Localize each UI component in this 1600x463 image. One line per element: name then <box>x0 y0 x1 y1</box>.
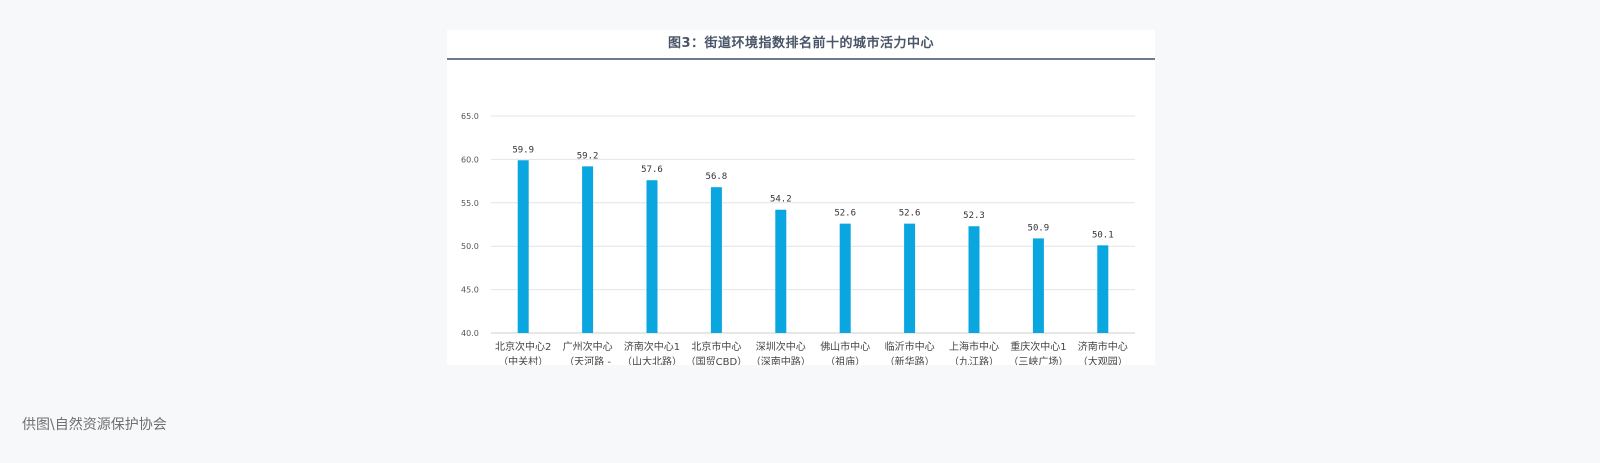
x-category-label: （三峡广场） <box>1008 355 1068 365</box>
data-label: 52.6 <box>899 209 921 219</box>
x-category-label: （国贸CBD） <box>686 356 748 365</box>
title-divider <box>447 58 1155 60</box>
x-category-label: 深圳次中心 <box>756 340 806 353</box>
y-tick-label: 65.0 <box>461 112 479 121</box>
x-category-label: （深南中路） <box>751 355 811 365</box>
y-tick-label: 55.0 <box>461 199 479 208</box>
y-tick-label: 45.0 <box>461 286 479 295</box>
bar <box>646 180 658 333</box>
data-label: 59.9 <box>512 145 534 155</box>
x-category-label: 上海市中心 <box>949 340 999 353</box>
x-category-label: （新华路） <box>885 355 935 365</box>
bar <box>775 209 787 333</box>
bar <box>710 187 722 333</box>
x-category-label: 济南市中心 <box>1078 340 1128 353</box>
data-label: 52.6 <box>834 209 856 219</box>
bar <box>968 226 980 333</box>
x-category-label: 临沂市中心 <box>885 340 935 353</box>
data-label: 57.6 <box>641 165 663 175</box>
bar <box>582 166 594 333</box>
bar <box>1097 245 1109 333</box>
data-label: 50.9 <box>1028 223 1050 233</box>
data-label: 56.8 <box>706 172 728 182</box>
y-tick-label: 60.0 <box>461 155 479 164</box>
photo-credit: 供图\自然资源保护协会 <box>22 417 167 433</box>
y-tick-label: 40.0 <box>461 329 479 338</box>
x-category-label: 北京市中心 <box>691 340 741 353</box>
data-label: 54.2 <box>770 195 792 205</box>
chart-title: 图3：街道环境指数排名前十的城市活力中心 <box>667 36 935 51</box>
x-category-label: 重庆次中心1 <box>1010 340 1066 353</box>
bar <box>839 223 851 333</box>
x-category-label: （祖庙） <box>825 355 865 365</box>
bar <box>1032 238 1044 333</box>
bar <box>517 160 529 333</box>
x-category-label: 北京次中心2 <box>495 340 551 353</box>
x-category-label: （天河路 - <box>564 355 611 365</box>
x-category-label: （中关村） <box>498 355 548 365</box>
y-tick-label: 50.0 <box>461 242 479 251</box>
x-category-label: 佛山市中心 <box>820 340 870 353</box>
data-label: 52.3 <box>963 211 985 221</box>
x-category-label: （大观园） <box>1078 355 1128 365</box>
chart-figure: 图3：街道环境指数排名前十的城市活力中心 40.0 45.0 50.0 55.0 60.… <box>447 30 1155 365</box>
bar <box>904 223 916 333</box>
x-category-label: （九江路） <box>949 355 999 365</box>
x-category-label: （山大北路） <box>622 355 682 365</box>
x-category-label: 济南次中心1 <box>624 340 680 353</box>
data-label: 50.1 <box>1092 230 1114 240</box>
x-category-label: 广州次中心 <box>563 340 613 353</box>
data-label: 59.2 <box>577 151 599 161</box>
bar-chart: 40.0 45.0 50.0 55.0 60.0 65.0 59.9 北京次中心2 （中关村） 5… <box>461 112 1135 365</box>
